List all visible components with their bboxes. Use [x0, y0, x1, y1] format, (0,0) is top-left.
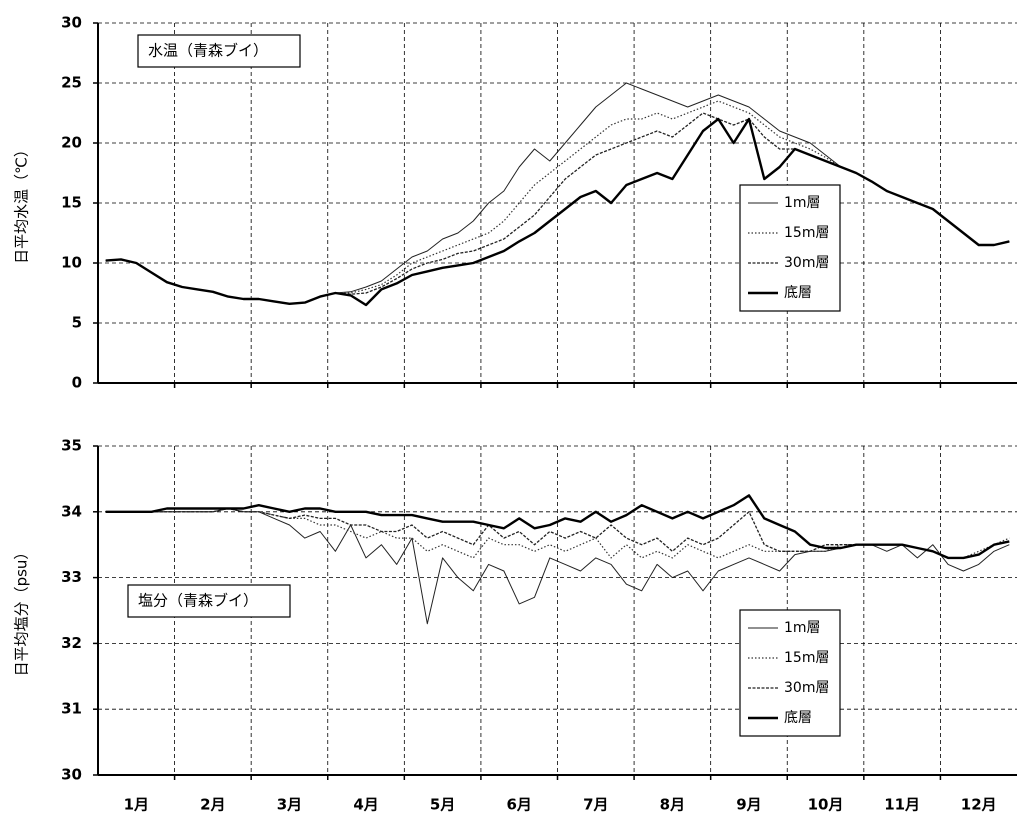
x-tick-label: 5月 — [430, 796, 455, 814]
x-tick-label: 1月 — [124, 796, 149, 814]
x-tick-label: 11月 — [884, 796, 920, 814]
legend-label: 底層 — [784, 710, 812, 726]
y-tick-label: 34 — [61, 502, 82, 520]
chart-title: 水温（青森ブイ） — [148, 42, 268, 60]
y-tick-label: 15 — [61, 194, 82, 212]
y-tick-label: 33 — [61, 568, 82, 586]
chart-title: 塩分（青森ブイ） — [138, 592, 258, 610]
y-axis-title: 日平均塩分（psu） — [13, 545, 31, 677]
legend-label: 1m層 — [784, 195, 821, 211]
y-tick-label: 35 — [61, 437, 82, 455]
legend-label: 1m層 — [784, 620, 821, 636]
x-tick-label: 9月 — [736, 796, 761, 814]
legend-label: 15m層 — [784, 650, 829, 666]
legend-label: 30m層 — [784, 255, 829, 271]
legend-box — [739, 184, 841, 312]
x-tick-label: 4月 — [353, 796, 378, 814]
y-tick-label: 10 — [61, 254, 82, 272]
series-line — [105, 494, 1010, 560]
y-tick-label: 31 — [61, 700, 82, 718]
x-tick-label: 8月 — [660, 796, 685, 814]
y-tick-label: 20 — [61, 134, 82, 152]
title-box — [127, 584, 291, 618]
y-axis-title: 日平均水温（℃） — [13, 142, 31, 264]
x-tick-label: 7月 — [583, 796, 608, 814]
legend-label: 底層 — [784, 285, 812, 301]
x-tick-label: 12月 — [961, 796, 997, 814]
legend-label: 15m層 — [784, 225, 829, 241]
y-tick-label: 32 — [61, 634, 82, 652]
y-tick-label: 0 — [72, 374, 82, 392]
x-tick-label: 6月 — [506, 796, 531, 814]
y-tick-label: 25 — [61, 74, 82, 92]
y-tick-label: 30 — [61, 14, 82, 32]
x-tick-label: 3月 — [277, 796, 302, 814]
y-tick-label: 30 — [61, 766, 82, 784]
y-tick-label: 5 — [72, 314, 82, 332]
legend-label: 30m層 — [784, 680, 829, 696]
title-box — [137, 34, 301, 68]
x-tick-label: 2月 — [200, 796, 225, 814]
x-tick-label: 10月 — [808, 796, 844, 814]
legend-box — [739, 609, 841, 737]
series-line — [105, 117, 1010, 307]
